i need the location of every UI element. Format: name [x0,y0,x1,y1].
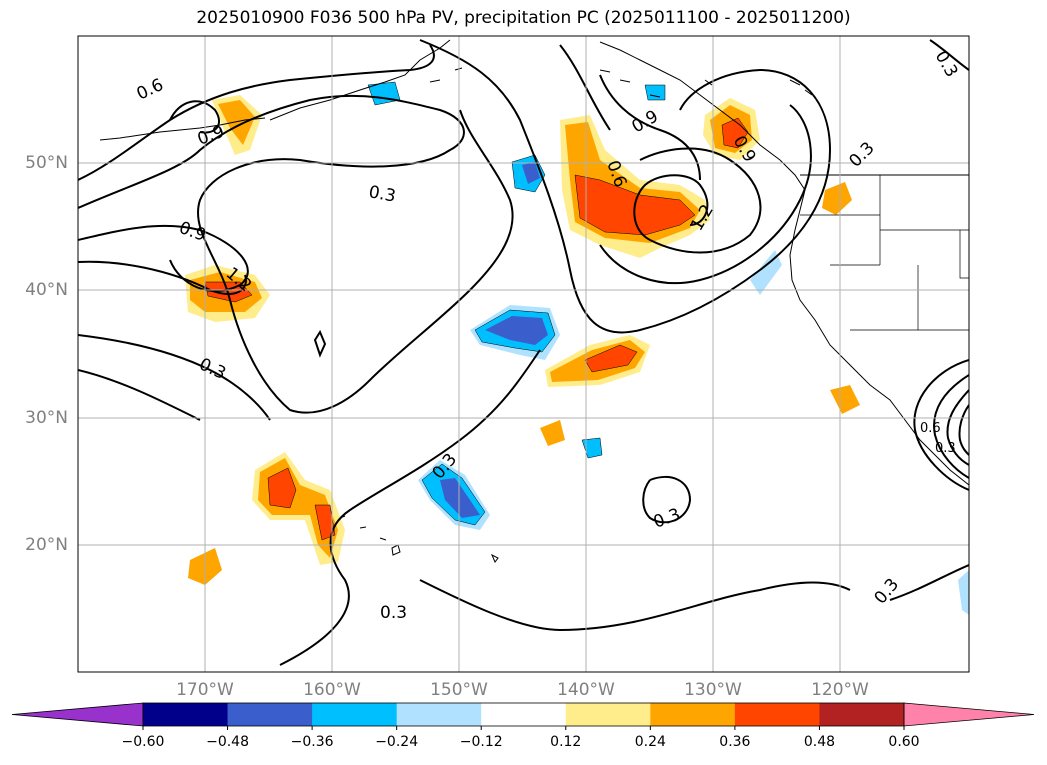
contour-line [599,74,701,181]
contour-line [642,475,692,524]
contour-line [633,147,762,254]
shading-layer [185,81,969,615]
coastlines [99,39,969,563]
colorbar-tick-label: −0.60 [121,734,165,750]
lon-label-120w: 120°W [811,680,869,700]
contour-line [78,260,247,295]
contour-line [419,579,851,632]
positive-anomaly-hawaii-north-max [267,467,336,541]
lon-label-140w: 140°W [557,680,615,700]
colorbar-tick-label: 0.12 [550,734,582,750]
negative-anomaly-small-6 [958,570,969,615]
contour-line [933,374,969,479]
negative-anomaly-small-1-core [522,162,540,184]
colorbar-box [312,703,398,726]
contour-line [946,389,969,466]
lon-label-160w: 160°W [303,680,361,700]
lat-label-50n: 50°N [25,153,68,173]
lon-label-170w: 170°W [176,680,234,700]
lon-label-150w: 150°W [430,680,488,700]
positive-anomaly-alaska-coast-max [721,117,749,149]
positive-anomaly-aleutian-core [218,100,255,145]
contour-line [599,104,812,285]
colorbar-box [819,703,905,726]
contour-line [78,224,249,292]
contour-line [913,359,969,491]
colorbar-frame [142,702,905,727]
colorbar-extend-low [11,702,144,727]
colorbar-tick-label: 0.24 [634,734,666,750]
contour-line [78,44,435,181]
contour-line [889,564,969,601]
negative-anomaly-small-5 [750,250,782,295]
contour-line [929,39,969,71]
colorbar-box [143,703,229,726]
negative-anomaly-central-37n-max [485,316,548,345]
negative-anomaly-small-3 [644,84,666,101]
colorbar-tick-label: 0.36 [719,734,751,750]
graticule [78,36,969,672]
positive-anomaly-small-3 [822,182,852,215]
colorbar-box [396,703,482,726]
alaska-coast [269,39,451,121]
contour-line [169,100,220,134]
contour-line [958,404,969,456]
alaska-panhandle-coast [599,41,969,486]
colorbar-box [734,703,820,726]
map-title: 2025010900 F036 500 hPa PV, precipitatio… [196,8,851,28]
aleutian-islands [99,117,266,141]
contour-line [78,369,201,421]
state-borders [800,175,969,331]
contour-label: 0.6 [920,421,941,436]
contour-label: 0.3 [380,603,407,623]
colorbar-tick-label: −0.24 [375,734,419,750]
plot-frame [77,35,970,673]
contour-label: 0.3 [935,441,956,456]
positive-anomaly-small-2 [540,420,565,446]
colorbar-tick-label: −0.12 [459,734,503,750]
colorbar [11,702,1035,730]
colorbar-tick-label: −0.48 [206,734,249,750]
colorbar-extend-high [903,702,1035,727]
colorbar-box [650,703,736,726]
lat-label-20n: 20°N [25,535,68,555]
negative-anomaly-subtropic-max [440,478,480,518]
contour-line [279,349,541,666]
hawaii-islands [339,515,499,563]
lat-label-30n: 30°N [25,408,68,428]
contour-line [559,44,611,131]
colorbar-tick-label: −0.36 [290,734,334,750]
lat-label-40n: 40°N [25,280,68,300]
contour-line [313,329,327,358]
colorbar-tick-label: 0.60 [888,734,920,750]
colorbar-tick-label: 0.48 [803,734,836,750]
colorbar-box [227,703,313,726]
contour-line [419,39,832,334]
colorbar-box [565,703,651,726]
positive-anomaly-central-35n-max [584,344,638,373]
lon-label-130w: 130°W [684,680,742,700]
positive-anomaly-small-4 [830,385,860,414]
contour-label: 0.3 [367,182,397,206]
colorbar-box [481,703,567,726]
